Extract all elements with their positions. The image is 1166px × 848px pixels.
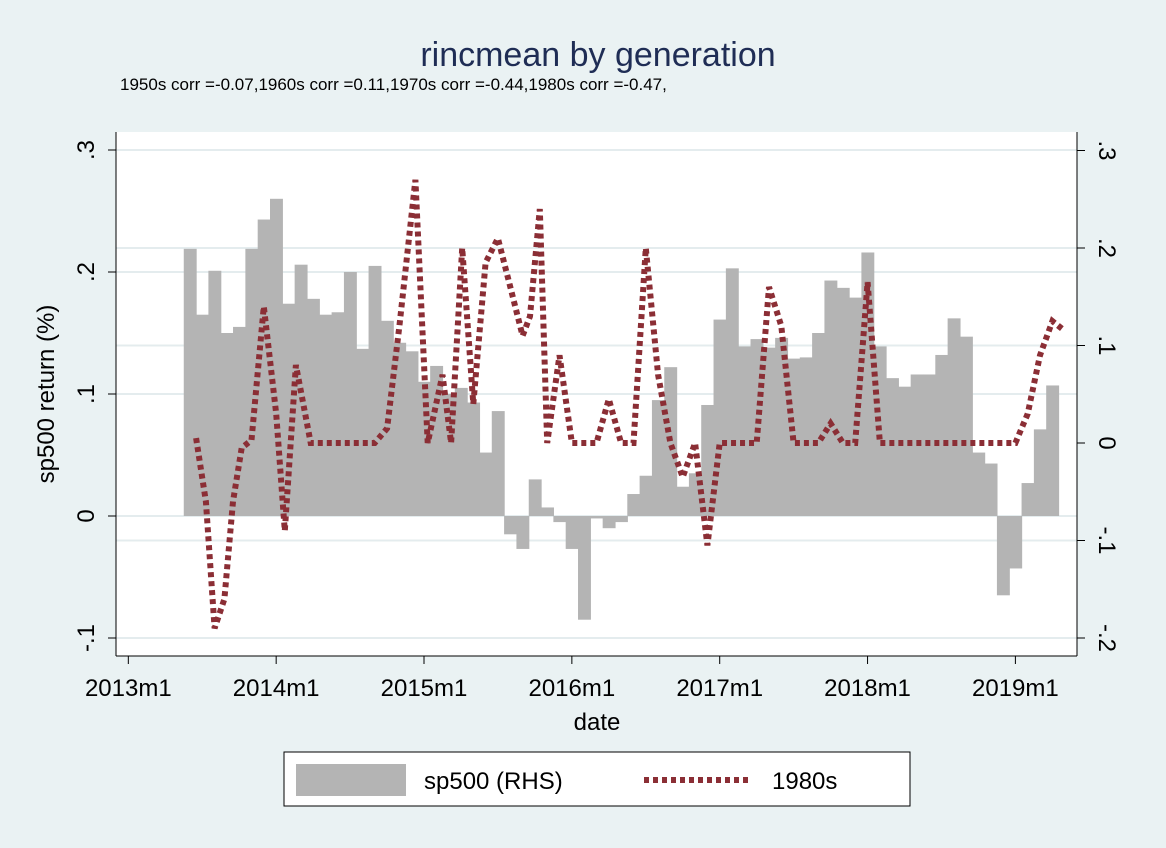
x-tick-label-6: 2019m1 (972, 675, 1059, 702)
right-tick-label-1: .2 (1093, 238, 1120, 258)
left-tick-label-0: .3 (73, 140, 100, 160)
bar-24 (479, 452, 493, 516)
bar-32 (578, 516, 591, 620)
bar-29 (541, 507, 554, 516)
legend-label-1980s: 1980s (772, 768, 837, 795)
bar-31 (565, 516, 579, 549)
bar-27 (516, 516, 530, 549)
bar-66 (996, 516, 1010, 596)
bar-28 (528, 479, 542, 516)
bar-41 (688, 473, 702, 516)
bar-70 (1046, 385, 1060, 516)
bar-17 (393, 342, 407, 516)
bar-30 (553, 516, 567, 523)
bar-67 (1009, 516, 1023, 569)
bar-26 (504, 516, 518, 535)
right-tick-label-3: 0 (1093, 436, 1120, 449)
bar-34 (602, 516, 616, 529)
x-axis-ticks: 2013m1 2014m1 2015m1 2016m1 2017m1 2018m1 2019… (85, 656, 1059, 702)
bar-38 (651, 400, 665, 516)
bar-53 (836, 287, 850, 516)
bar-50 (799, 357, 813, 516)
bar-36 (627, 494, 641, 516)
bar-45 (738, 346, 752, 516)
bar-25 (491, 411, 505, 516)
y-axis-title: sp500 return (%) (33, 305, 60, 484)
bar-65 (984, 463, 998, 516)
bar-51 (812, 333, 826, 516)
right-tick-label-5: -.2 (1093, 624, 1120, 652)
bar-7 (270, 198, 283, 517)
bar-20 (430, 365, 444, 516)
x-tick-label-0: 2013m1 (85, 675, 172, 702)
bar-63 (959, 336, 973, 516)
x-tick-label-4: 2017m1 (676, 675, 763, 702)
bar-44 (725, 268, 739, 516)
bar-68 (1021, 483, 1035, 516)
bar-22 (454, 387, 468, 516)
bar-33 (590, 516, 604, 519)
left-tick-label-2: .1 (73, 384, 100, 404)
right-tick-label-0: .3 (1093, 140, 1120, 160)
bar-19 (417, 381, 431, 516)
right-tick-label-2: .1 (1093, 335, 1120, 355)
left-tick-label-3: 0 (73, 509, 100, 522)
left-tick-label-1: .2 (73, 262, 100, 282)
bar-5 (245, 248, 259, 516)
bar-61 (935, 354, 949, 516)
right-tick-label-4: -.1 (1093, 526, 1120, 554)
bar-42 (701, 404, 715, 516)
bar-11 (319, 314, 333, 516)
x-tick-label-5: 2018m1 (824, 675, 911, 702)
bar-57 (886, 378, 899, 516)
x-tick-label-1: 2014m1 (233, 675, 320, 702)
bar-64 (972, 452, 986, 516)
bar-23 (467, 402, 481, 516)
bar-18 (405, 351, 419, 516)
x-tick-label-2: 2015m1 (381, 675, 468, 702)
left-axis-ticks: .3 .2 .1 0 -.1 (73, 140, 116, 652)
chart-title: rincmean by generation (420, 36, 775, 74)
bar-15 (368, 265, 382, 516)
x-axis-title: date (574, 709, 621, 736)
chart-subtitle: 1950s corr =-0.07,1960s corr =0.11,1970s… (120, 75, 667, 94)
left-tick-label-4: -.1 (73, 624, 100, 652)
legend-label-sp500: sp500 (RHS) (424, 768, 563, 795)
bar-10 (306, 298, 320, 516)
bar-13 (343, 272, 357, 516)
bar-3 (220, 333, 234, 516)
bar-37 (639, 475, 653, 516)
bar-16 (380, 320, 394, 516)
bar-35 (614, 516, 628, 523)
bar-52 (824, 280, 838, 516)
bar-39 (664, 367, 678, 516)
bar-56 (873, 346, 887, 516)
bar-2 (208, 270, 222, 516)
bar-43 (713, 319, 727, 516)
bar-21 (442, 394, 456, 516)
bar-12 (331, 312, 345, 516)
bar-69 (1033, 429, 1047, 516)
bar-58 (898, 386, 912, 516)
bar-6 (257, 219, 271, 517)
x-tick-label-3: 2016m1 (528, 675, 615, 702)
bar-series-sp500 (183, 198, 1060, 620)
bar-62 (947, 318, 961, 516)
bar-14 (356, 348, 370, 516)
bar-47 (762, 347, 776, 516)
legend-swatch-sp500 (296, 764, 406, 796)
bar-0 (183, 248, 197, 516)
right-axis-ticks: .3 .2 .1 0 -.1 -.2 (1077, 140, 1120, 652)
line-series-1980s (193, 179, 1067, 630)
legend: sp500 (RHS) 1980s (283, 751, 911, 807)
bar-40 (676, 486, 690, 516)
